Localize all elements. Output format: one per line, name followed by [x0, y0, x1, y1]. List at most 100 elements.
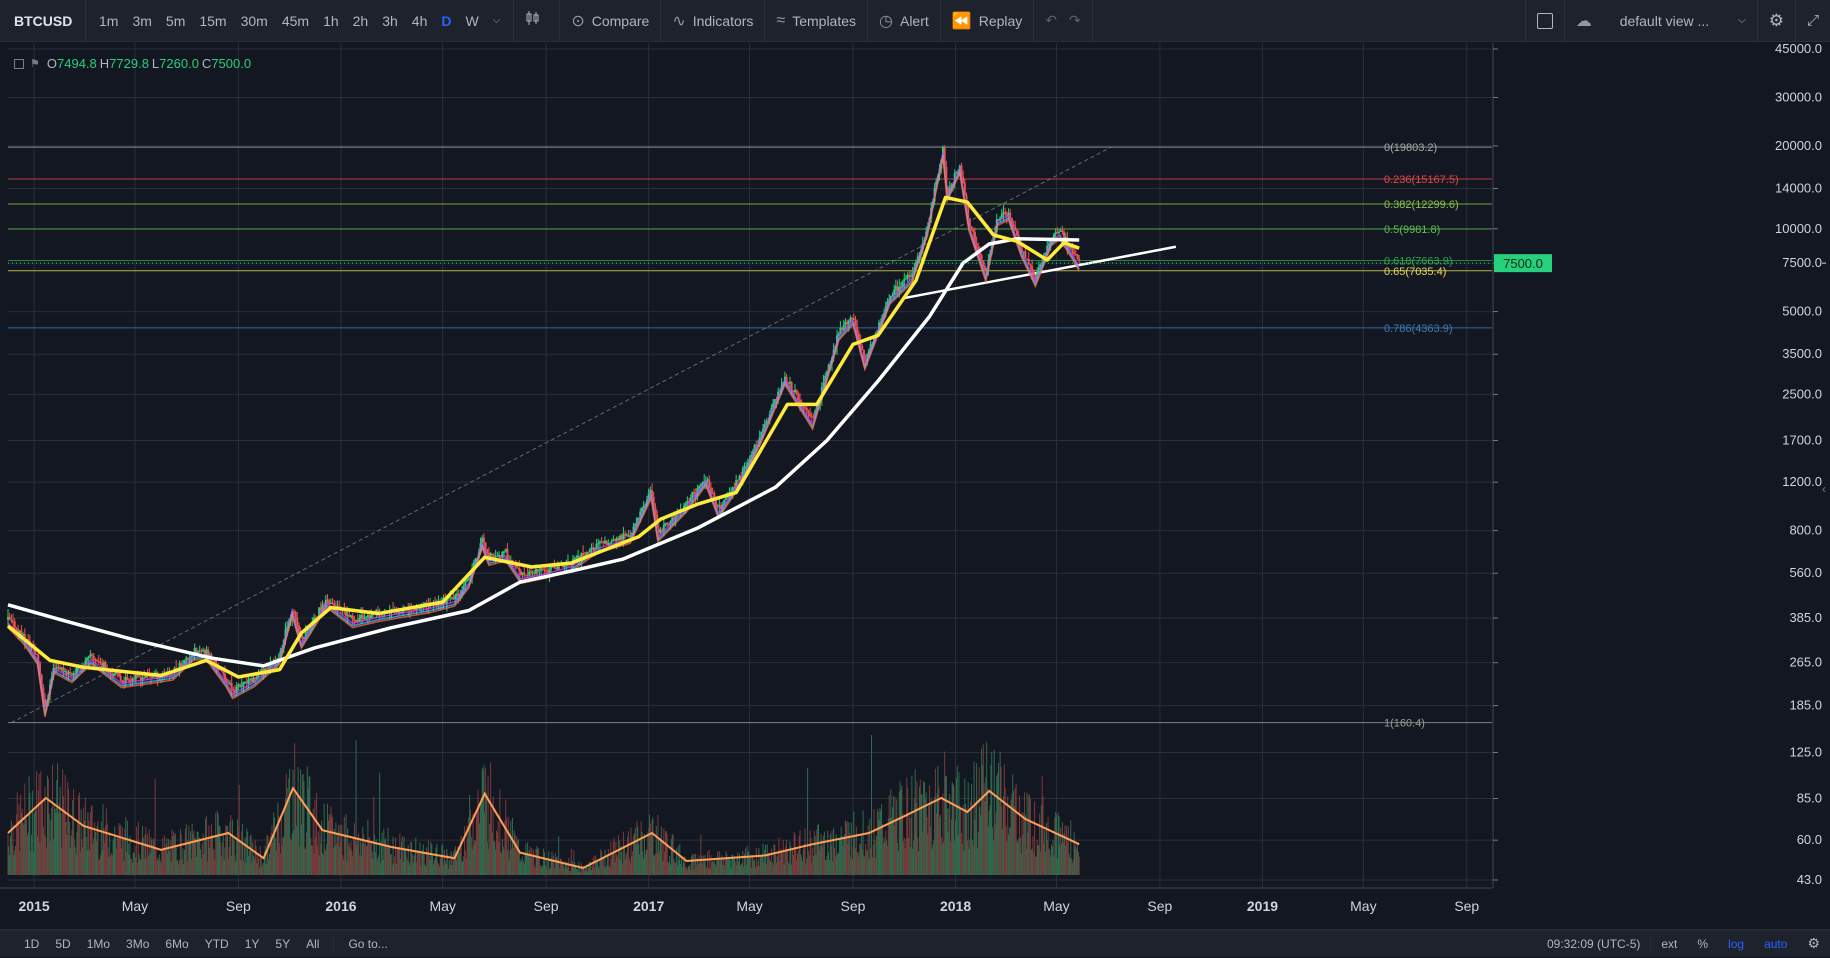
price-chart[interactable]: 0(19803.2) 0.236(15167.5) 0.382(12299.6) 0.… — [0, 43, 1830, 929]
candle-body — [847, 320, 850, 325]
candle-body — [634, 523, 637, 527]
interval-15m[interactable]: 15m — [199, 12, 227, 29]
candle-body — [244, 681, 247, 683]
candle-body — [543, 569, 546, 571]
candle-body — [755, 444, 758, 447]
candle-body — [585, 552, 588, 556]
interval-3h[interactable]: 3h — [382, 12, 398, 29]
candle-body — [714, 499, 717, 506]
candle-body — [580, 552, 583, 561]
candle-body — [141, 677, 144, 681]
low-label: L — [151, 56, 160, 71]
range-5d[interactable]: 5D — [55, 936, 71, 951]
alarm-clock-icon: ◷ — [879, 12, 893, 30]
candle-body — [719, 505, 722, 509]
candle-body — [151, 676, 154, 678]
candle-body — [982, 261, 985, 267]
templates-button[interactable]: ≈ Templates — [765, 0, 869, 42]
goto-button[interactable]: Go to... — [333, 936, 388, 951]
log-toggle[interactable]: log — [1728, 936, 1745, 951]
undo-icon[interactable]: ↶ — [1045, 12, 1058, 28]
candle-body — [313, 617, 316, 622]
candle-body — [1052, 234, 1055, 240]
candle-body — [366, 615, 369, 618]
candle-body — [506, 548, 509, 560]
candle-body — [222, 670, 225, 674]
candle-body — [1066, 236, 1069, 247]
interval-45m[interactable]: 45m — [281, 12, 310, 29]
time-tick-label: May — [1350, 898, 1376, 914]
percent-toggle[interactable]: % — [1697, 936, 1709, 951]
candle-body — [265, 668, 268, 670]
candle-body — [126, 676, 129, 680]
candle-body — [968, 218, 971, 227]
candle-body — [1012, 224, 1015, 227]
interval-1m[interactable]: 1m — [99, 12, 119, 29]
time-tick-label: May — [736, 898, 762, 914]
candle-body — [22, 634, 25, 636]
fullscreen-button[interactable]: ⤢ — [1796, 0, 1830, 42]
candle-body — [894, 286, 897, 290]
candle-body — [842, 325, 845, 331]
candle-body — [185, 657, 188, 660]
range-1y[interactable]: 1Y — [244, 936, 260, 951]
price-tick-label: 20000.0 — [1775, 138, 1822, 153]
fullscreen-layout-button[interactable] — [1524, 0, 1565, 42]
candle-body — [1078, 258, 1081, 261]
candle-body — [65, 671, 68, 675]
interval-3m[interactable]: 3m — [132, 12, 152, 29]
settings-button[interactable]: ⚙ — [1758, 0, 1796, 42]
compare-button[interactable]: ⊙ Compare — [560, 0, 662, 42]
ext-toggle[interactable]: ext — [1661, 936, 1678, 951]
candle-body — [149, 675, 152, 678]
chart-style-button[interactable] — [514, 0, 561, 42]
candle-body — [124, 676, 127, 683]
interval-5m[interactable]: 5m — [165, 12, 186, 29]
range-5y[interactable]: 5Y — [275, 936, 291, 951]
candle-body — [360, 614, 363, 619]
candle-body — [862, 349, 865, 360]
range-all[interactable]: All — [306, 936, 320, 951]
range-1d[interactable]: 1D — [24, 936, 40, 951]
candle-body — [455, 593, 458, 595]
candle-body — [773, 399, 776, 403]
candle-body — [797, 393, 800, 401]
interval-d[interactable]: D — [441, 12, 452, 29]
interval-2h[interactable]: 2h — [352, 12, 369, 29]
replay-button[interactable]: ⏪ Replay — [941, 0, 1035, 42]
interval-4h[interactable]: 4h — [411, 12, 428, 29]
candle-body — [86, 658, 89, 661]
indicators-button[interactable]: ∿ Indicators — [661, 0, 766, 42]
candle-body — [713, 493, 716, 500]
interval-chevron-icon[interactable]: ⌵ — [492, 15, 501, 26]
candle-body — [984, 266, 987, 271]
interval-w[interactable]: W — [465, 12, 479, 29]
candle-body — [837, 333, 840, 336]
alert-button[interactable]: ◷ Alert — [868, 0, 941, 42]
layout-name-dropdown[interactable]: ☁ default view ... ⌵ — [1565, 0, 1758, 42]
alert-label: Alert — [899, 12, 929, 29]
range-3mo[interactable]: 3Mo — [126, 936, 150, 951]
redo-icon[interactable]: ↷ — [1069, 12, 1081, 28]
clock-readout[interactable]: 09:32:09 (UTC-5) — [1537, 936, 1652, 951]
candle-body — [329, 602, 332, 604]
range-1mo[interactable]: 1Mo — [86, 936, 111, 951]
candle-body — [1061, 230, 1064, 232]
interval-1h[interactable]: 1h — [323, 12, 339, 29]
candle-body — [718, 505, 721, 507]
range-ytd[interactable]: YTD — [204, 936, 229, 951]
interval-30m[interactable]: 30m — [240, 12, 268, 29]
candle-body — [75, 667, 78, 674]
range-6mo[interactable]: 6Mo — [165, 936, 189, 951]
candle-body — [617, 538, 620, 541]
axis-settings-gear-icon[interactable]: ⚙ — [1807, 935, 1820, 951]
chart-area[interactable]: 0(19803.2) 0.236(15167.5) 0.382(12299.6) 0.… — [0, 43, 1830, 929]
auto-toggle[interactable]: auto — [1764, 936, 1788, 951]
symbol-search[interactable]: BTCUSD — [0, 0, 86, 42]
candle-body — [1056, 232, 1059, 234]
collapse-legend-icon[interactable] — [14, 58, 24, 69]
candle-body — [807, 410, 810, 414]
candle-body — [703, 481, 706, 483]
low-value: 7260.0 — [159, 56, 199, 71]
candle-body — [772, 402, 775, 408]
